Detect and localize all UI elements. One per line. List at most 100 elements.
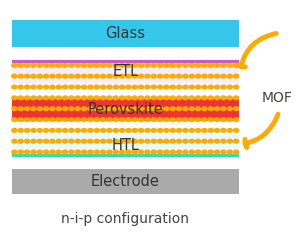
Circle shape	[100, 95, 106, 100]
Circle shape	[125, 95, 132, 100]
Bar	[12, 99, 238, 121]
Circle shape	[11, 139, 18, 144]
Circle shape	[151, 63, 157, 68]
Circle shape	[195, 149, 201, 155]
Circle shape	[144, 106, 151, 111]
Circle shape	[56, 84, 62, 90]
Circle shape	[176, 95, 182, 100]
Circle shape	[56, 149, 62, 155]
Circle shape	[182, 74, 189, 79]
Circle shape	[106, 74, 113, 79]
Circle shape	[30, 139, 37, 144]
Circle shape	[81, 139, 87, 144]
Text: ETL: ETL	[112, 64, 138, 79]
Circle shape	[100, 128, 106, 133]
Circle shape	[119, 63, 125, 68]
Circle shape	[144, 63, 151, 68]
Circle shape	[93, 95, 100, 100]
Circle shape	[169, 139, 176, 144]
Circle shape	[68, 117, 75, 122]
Circle shape	[176, 74, 182, 79]
Circle shape	[195, 128, 201, 133]
Circle shape	[220, 117, 227, 122]
Circle shape	[24, 63, 30, 68]
Circle shape	[36, 63, 43, 68]
Bar	[12, 20, 238, 47]
Circle shape	[56, 74, 62, 79]
Circle shape	[214, 74, 220, 79]
Circle shape	[125, 128, 132, 133]
Circle shape	[30, 117, 37, 122]
Circle shape	[81, 128, 87, 133]
Circle shape	[62, 63, 68, 68]
Circle shape	[36, 84, 43, 90]
Circle shape	[112, 74, 119, 79]
Circle shape	[11, 84, 18, 90]
Circle shape	[106, 149, 113, 155]
Circle shape	[93, 139, 100, 144]
Circle shape	[220, 63, 227, 68]
Circle shape	[195, 84, 201, 90]
Circle shape	[131, 128, 138, 133]
Circle shape	[157, 117, 164, 122]
Circle shape	[106, 106, 113, 111]
Circle shape	[43, 106, 50, 111]
Circle shape	[17, 106, 24, 111]
Circle shape	[131, 84, 138, 90]
Circle shape	[169, 84, 176, 90]
Bar	[12, 99, 238, 121]
Circle shape	[233, 95, 239, 100]
Circle shape	[87, 95, 94, 100]
Circle shape	[24, 74, 30, 79]
Circle shape	[24, 149, 30, 155]
Circle shape	[163, 84, 170, 90]
Circle shape	[214, 117, 220, 122]
Text: MOF: MOF	[262, 90, 293, 105]
Circle shape	[214, 128, 220, 133]
Circle shape	[131, 95, 138, 100]
Circle shape	[125, 63, 132, 68]
Circle shape	[201, 139, 208, 144]
Circle shape	[100, 117, 106, 122]
Circle shape	[11, 95, 18, 100]
Text: Electrode: Electrode	[91, 174, 160, 189]
Circle shape	[93, 106, 100, 111]
Circle shape	[163, 128, 170, 133]
Circle shape	[233, 117, 239, 122]
Circle shape	[49, 106, 56, 111]
Circle shape	[112, 106, 119, 111]
Circle shape	[11, 149, 18, 155]
Circle shape	[188, 149, 195, 155]
Circle shape	[81, 149, 87, 155]
Circle shape	[226, 139, 233, 144]
Circle shape	[169, 128, 176, 133]
Circle shape	[87, 128, 94, 133]
Circle shape	[138, 117, 144, 122]
Circle shape	[182, 106, 189, 111]
Circle shape	[106, 139, 113, 144]
Circle shape	[233, 84, 239, 90]
Circle shape	[226, 117, 233, 122]
Circle shape	[74, 106, 81, 111]
Circle shape	[131, 149, 138, 155]
Circle shape	[226, 95, 233, 100]
Circle shape	[49, 117, 56, 122]
Circle shape	[74, 139, 81, 144]
Circle shape	[43, 95, 50, 100]
Circle shape	[188, 63, 195, 68]
Circle shape	[144, 95, 151, 100]
Circle shape	[151, 128, 157, 133]
Circle shape	[62, 128, 68, 133]
Circle shape	[131, 74, 138, 79]
Circle shape	[226, 128, 233, 133]
Circle shape	[81, 106, 87, 111]
Circle shape	[214, 84, 220, 90]
Circle shape	[201, 84, 208, 90]
Circle shape	[36, 95, 43, 100]
Circle shape	[87, 84, 94, 90]
Circle shape	[62, 149, 68, 155]
Circle shape	[17, 84, 24, 90]
Circle shape	[201, 149, 208, 155]
Circle shape	[208, 139, 214, 144]
Circle shape	[43, 128, 50, 133]
